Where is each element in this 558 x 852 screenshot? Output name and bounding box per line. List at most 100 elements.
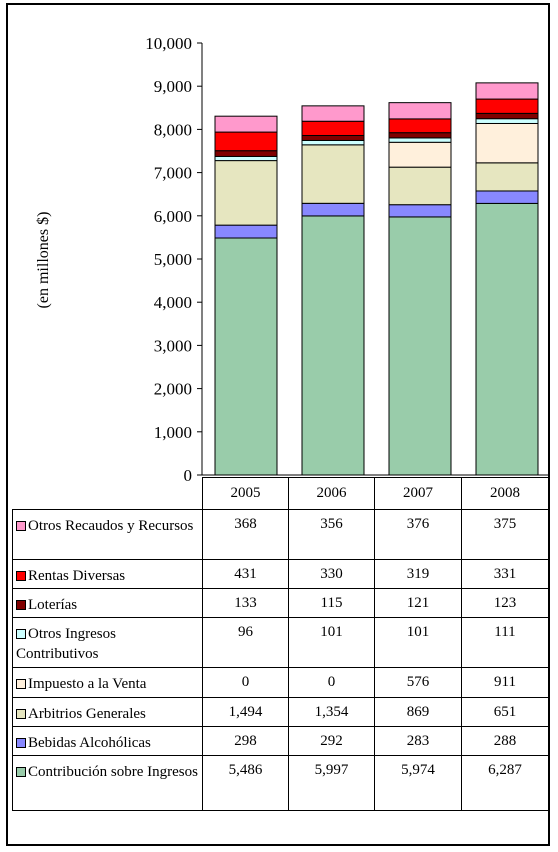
bar-segment [475,122,539,164]
legend-swatch [16,629,26,639]
data-label: 1,494 [202,697,289,727]
y-tick-label: 0 [184,466,193,485]
bar-segment [388,204,452,218]
y-tick-label: 9,000 [154,77,192,96]
legend-label: Otros Recaudos y Recursos [28,518,194,534]
data-label: 0 [202,667,289,698]
legend-swatch [16,738,26,748]
data-label: 376 [374,509,462,560]
bar-segment [301,202,365,217]
data-label: 292 [288,726,375,756]
legend-entry: Bebidas Alcohólicas [12,726,203,756]
table-row: Arbitrios Generales 1,494 1,354 869 651 [12,697,549,727]
data-label: 331 [461,559,549,589]
bar-segment [388,118,452,134]
y-tick-label: 8,000 [154,120,192,139]
table-row: Contribución sobre Ingresos 5,486 5,997 … [12,755,549,811]
bar-segment [301,105,365,122]
bar-segment [214,160,278,226]
table-row: Bebidas Alcohólicas 298 292 283 288 [12,726,549,756]
table-row: Rentas Diversas 431 330 319 331 [12,559,549,589]
legend-swatch [16,709,26,719]
legend-entry: Contribución sobre Ingresos [12,755,203,811]
bar-segment [301,139,365,146]
data-label: 101 [288,617,375,668]
bar-segment [214,224,278,239]
legend-entry: Arbitrios Generales [12,697,203,727]
legend-label: Bebidas Alcohólicas [28,735,151,751]
bar-segment [301,134,365,141]
legend-label: Arbitrios Generales [28,706,146,722]
legend-entry: Loterías [12,588,203,618]
data-label: 288 [461,726,549,756]
y-tick-label: 3,000 [154,336,192,355]
data-label: 101 [374,617,462,668]
data-label: 96 [202,617,289,668]
bar-segment [475,112,539,120]
data-label: 115 [288,588,375,618]
data-label: 5,997 [288,755,375,811]
data-label: 651 [461,697,549,727]
data-label: 111 [461,617,549,668]
legend-swatch [16,571,26,581]
y-tick-label: 6,000 [154,207,192,226]
header-cell: 2005 [202,477,289,510]
bar-segment [214,237,278,476]
data-label: 5,974 [374,755,462,811]
legend-swatch [16,679,26,689]
legend-swatch [16,600,26,610]
legend-label: Rentas Diversas [28,568,126,584]
legend-entry: Otros Recaudos y Recursos [12,509,203,560]
bar-segment [388,141,452,168]
legend-entry: Rentas Diversas [12,559,203,589]
data-label: 319 [374,559,462,589]
bar-segment [388,102,452,120]
data-label: 6,287 [461,755,549,811]
y-tick-label: 2,000 [154,380,192,399]
data-label: 576 [374,667,462,698]
y-tick-label: 7,000 [154,164,192,183]
bar-segment [214,115,278,133]
table-header-row: 2005 2006 2007 2008 [12,477,549,510]
bar-segment [214,131,278,152]
bar-segment [475,98,539,114]
header-cell: 2008 [461,477,549,510]
bar-segment [475,190,539,204]
y-tick-label: 4,000 [154,293,192,312]
table-corner [12,477,203,510]
legend-entry: Otros Ingresos Contributivos [12,617,203,668]
header-cell: 2006 [288,477,375,510]
bar-segment [214,150,278,157]
data-label: 133 [202,588,289,618]
data-label: 911 [461,667,549,698]
bar-segment [214,155,278,162]
data-label: 869 [374,697,462,727]
y-tick-label: 5,000 [154,250,192,269]
bar-segment [301,215,365,476]
data-label: 123 [461,588,549,618]
data-table: 2005 2006 2007 2008 Otros Recaudos y Rec… [12,477,549,811]
legend-entry: Impuesto a la Venta [12,667,203,698]
bar-segment [301,120,365,136]
bar-segment [388,166,452,206]
data-label: 121 [374,588,462,618]
data-label: 375 [461,509,549,560]
legend-label: Contribución sobre Ingresos [28,764,198,780]
bar-segment [475,162,539,192]
table-row: Impuesto a la Venta 0 0 576 911 [12,667,549,698]
data-label: 283 [374,726,462,756]
legend-label: Otros Ingresos Contributivos [16,626,116,662]
legend-label: Loterías [28,597,78,613]
data-label: 298 [202,726,289,756]
bar-segment [388,137,452,143]
legend-label: Impuesto a la Venta [28,676,147,692]
legend-swatch [16,767,26,777]
table-row: Otros Recaudos y Recursos 368 356 376 37… [12,509,549,560]
data-label: 5,486 [202,755,289,811]
bar-segment [388,132,452,139]
data-label: 368 [202,509,289,560]
bar-segment [388,216,452,476]
bar-segment [475,202,539,476]
data-label: 330 [288,559,375,589]
